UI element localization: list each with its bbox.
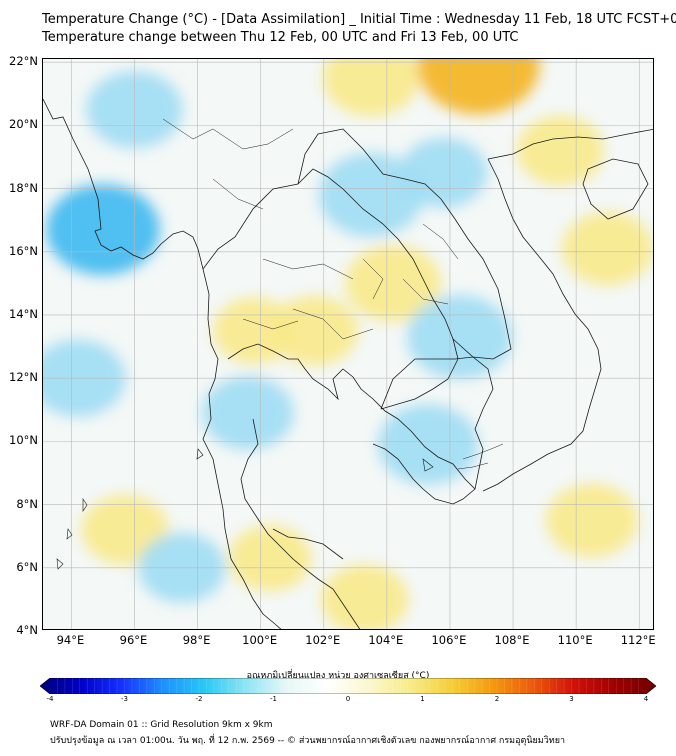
field-cold-anomaly-13	[318, 152, 424, 237]
lat-tick-label: 22°N	[9, 54, 38, 69]
lon-tick-label: 106°E	[431, 633, 467, 647]
lon-tick-label: 108°E	[494, 633, 530, 647]
temperature-field	[43, 59, 653, 629]
lon-tick-label: 100°E	[242, 633, 278, 647]
field-cold-anomaly-11	[46, 184, 160, 276]
colorbar-tick-label: 4	[643, 695, 649, 703]
footer-model-info: WRF-DA Domain 01 :: Grid Resolution 9km …	[50, 720, 273, 730]
field-cold-anomaly-16	[377, 404, 479, 485]
lon-tick-label: 104°E	[368, 633, 404, 647]
lon-tick-label: 112°E	[620, 633, 656, 647]
field-warm-anomaly-3	[561, 211, 653, 286]
field-warm-anomaly-9	[321, 564, 409, 629]
colorbar-title: อุณหภูมิเปลี่ยนแปลง หน่วย องศาเซลเซียส (…	[246, 671, 430, 681]
colorbar-tick-label: 0	[345, 695, 351, 703]
lat-tick-label: 16°N	[9, 243, 38, 258]
mekong-delta	[457, 443, 504, 470]
lat-tick-label: 4°N	[16, 623, 38, 637]
field-warm-anomaly-4	[345, 244, 442, 322]
lon-tick-label: 102°E	[305, 633, 341, 647]
colorbar-tick-label: -3	[121, 695, 128, 703]
hainan-island	[582, 158, 649, 220]
lon-tick-label: 110°E	[557, 633, 593, 647]
field-warm-anomaly-0	[417, 59, 540, 115]
vietnam-coast	[482, 158, 602, 492]
colorbar-tick-label: -1	[270, 695, 277, 703]
temperature-change-map[interactable]	[42, 58, 654, 630]
gulf-of-tonkin	[487, 128, 653, 160]
lat-tick-label: 20°N	[9, 117, 38, 132]
field-cold-anomaly-14	[407, 295, 512, 380]
field-warm-anomaly-10	[228, 525, 312, 592]
field-warm-anomaly-8	[546, 483, 638, 558]
lat-tick-label: 8°N	[16, 496, 38, 511]
malaysia-border	[272, 528, 344, 560]
colorbar-gradient	[40, 678, 656, 694]
islands	[56, 448, 434, 570]
coastlines-borders	[43, 98, 653, 629]
peninsula-east-coast	[240, 418, 361, 629]
lon-tick-label: 94°E	[56, 633, 85, 647]
lat-tick-label: 12°N	[9, 370, 38, 385]
map-title-line1: Temperature Change (°C) - [Data Assimila…	[42, 12, 676, 27]
lat-tick-label: 6°N	[16, 559, 38, 574]
map-title-line2: Temperature change between Thu 12 Feb, 0…	[42, 30, 519, 45]
field-warm-anomaly-5	[270, 295, 358, 366]
internal-divisions	[162, 118, 459, 340]
myanmar-coast	[43, 98, 282, 629]
lat-tick-label: 14°N	[9, 306, 38, 321]
cambodia-border	[380, 356, 494, 490]
lat-tick-label: 18°N	[9, 180, 38, 195]
colorbar-tick-label: 2	[494, 695, 500, 703]
colorbar-tick-label: 1	[420, 695, 425, 703]
colorbar-tick-label: -4	[46, 695, 54, 703]
field-warm-anomaly-6	[212, 297, 296, 364]
map-canvas	[43, 59, 653, 629]
lon-tick-label: 98°E	[182, 633, 211, 647]
gulf-coast	[227, 343, 476, 505]
footer-credit: ปรับปรุงข้อมูล ณ เวลา 01:00น. วัน พฤ. ที…	[50, 736, 566, 746]
thai-border	[202, 168, 459, 410]
field-cold-anomaly-17	[202, 376, 294, 450]
laos-border	[297, 128, 512, 360]
field-cold-anomaly-19	[400, 137, 488, 208]
colorbar-tick-label: 3	[569, 695, 574, 703]
field-warm-anomaly-2	[516, 115, 604, 186]
colorbar-tick-label: -2	[195, 695, 203, 703]
lon-tick-label: 96°E	[119, 633, 148, 647]
colorbar	[40, 678, 656, 694]
lat-tick-label: 10°N	[9, 433, 38, 448]
field-warm-anomaly-1	[323, 59, 420, 117]
